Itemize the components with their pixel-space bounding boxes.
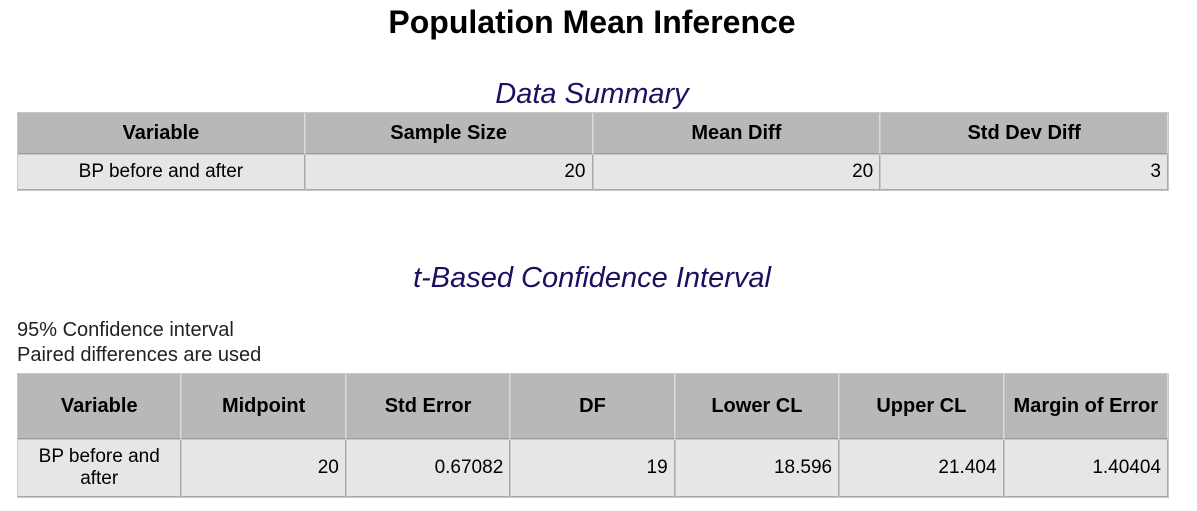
cell-variable: BP before and after [18,155,305,190]
header-std-dev-diff: Std Dev Diff [881,113,1168,154]
header-margin-of-error: Margin of Error [1004,374,1168,439]
cell-sample-size: 20 [305,155,593,190]
header-upper-cl: Upper CL [840,374,1004,439]
confidence-interval-notes: 95% Confidence interval Paired differenc… [17,318,261,368]
page-title: Population Mean Inference [388,4,796,40]
header-std-error: Std Error [346,374,511,439]
table-header-row: Variable Sample Size Mean Diff Std Dev D… [18,113,1168,154]
confidence-interval-table: Variable Midpoint Std Error DF Lower CL … [17,373,1169,498]
cell-upper-cl: 21.404 [840,440,1004,497]
header-df: DF [511,374,675,439]
header-mean-diff: Mean Diff [593,113,881,154]
confidence-interval-title: t-Based Confidence Interval [413,262,771,294]
data-summary-title: Data Summary [495,78,689,110]
cell-mean-diff: 20 [593,155,881,190]
cell-std-dev-diff: 3 [881,155,1168,190]
note-confidence-level: 95% Confidence interval [17,319,234,341]
cell-margin-of-error: 1.40404 [1004,440,1168,497]
cell-midpoint: 20 [182,440,346,497]
note-paired-differences: Paired differences are used [17,344,262,366]
header-variable: Variable [18,374,182,439]
header-variable: Variable [18,113,305,154]
table-row: BP before and after 20 0.67082 19 18.596… [18,440,1168,497]
header-sample-size: Sample Size [305,113,593,154]
table-row: BP before and after 20 20 3 [18,155,1168,190]
table-header-row: Variable Midpoint Std Error DF Lower CL … [18,374,1168,439]
cell-std-error: 0.67082 [346,440,511,497]
cell-lower-cl: 18.596 [675,440,840,497]
header-midpoint: Midpoint [182,374,346,439]
header-lower-cl: Lower CL [675,374,840,439]
data-summary-table: Variable Sample Size Mean Diff Std Dev D… [17,112,1169,191]
cell-df: 19 [511,440,675,497]
cell-variable: BP before and after [18,440,182,497]
